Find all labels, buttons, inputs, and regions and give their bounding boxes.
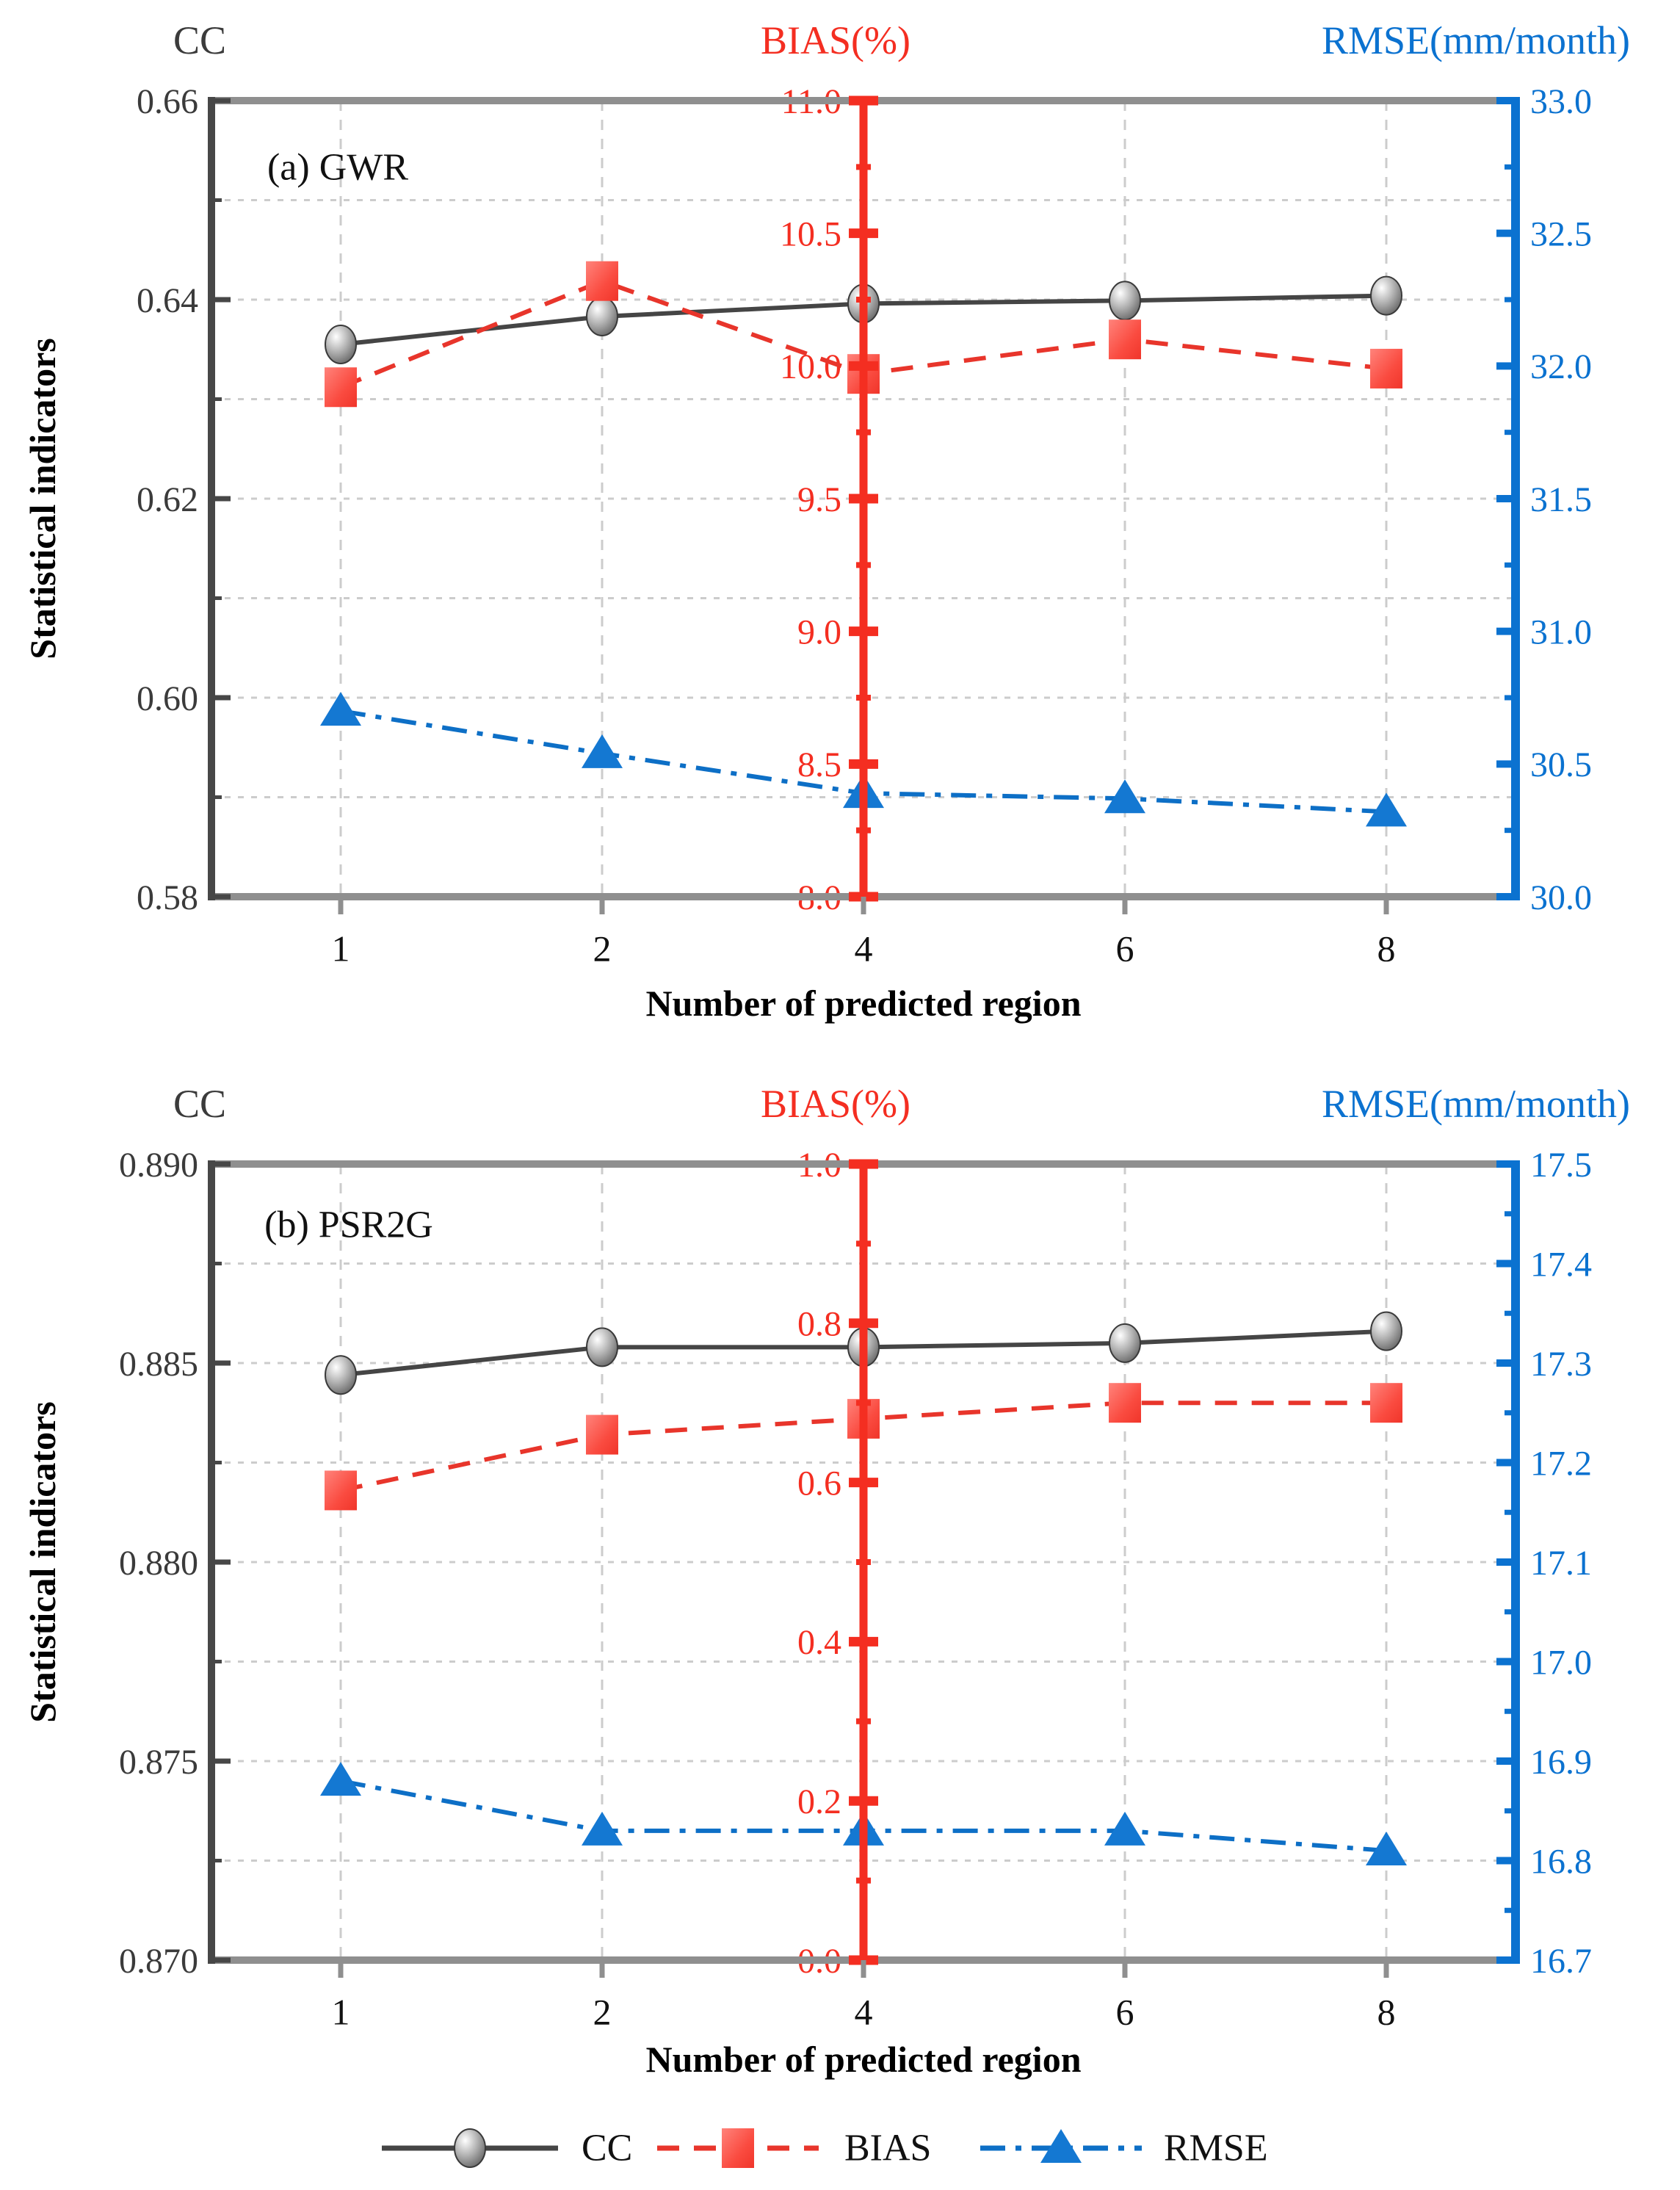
tick-label: 10.0 xyxy=(780,347,841,386)
axis-header-bias-b: BIAS(%) xyxy=(761,1082,910,1126)
tick-label: 0.66 xyxy=(137,82,198,121)
tick-label: 33.0 xyxy=(1530,82,1592,121)
x-axis-title-a: Number of predicted region xyxy=(645,983,1082,1024)
rmse-triangle-marker xyxy=(320,692,361,726)
tick-label: 0.875 xyxy=(119,1743,198,1782)
bias-square-marker xyxy=(1370,1383,1402,1423)
rmse-triangle-marker xyxy=(582,734,623,768)
bias-square-marker xyxy=(1109,319,1141,360)
tick-label: 4 xyxy=(855,1992,873,2033)
tick-label: 17.4 xyxy=(1530,1245,1592,1284)
tick-label: 0.890 xyxy=(119,1146,198,1185)
tick-label: 8.5 xyxy=(797,745,841,784)
tick-label: 0.4 xyxy=(797,1623,841,1662)
rmse-triangle-marker xyxy=(1366,792,1407,827)
bias-square-marker xyxy=(325,367,357,408)
legend xyxy=(382,2128,1142,2168)
rmse-triangle-marker xyxy=(1104,1811,1145,1846)
tick-label: 0.60 xyxy=(137,679,198,718)
bias-square-marker xyxy=(1370,348,1402,389)
x-axis-title-b: Number of predicted region xyxy=(645,2039,1082,2080)
tick-label: 17.0 xyxy=(1530,1643,1592,1682)
legend-label-bias: BIAS xyxy=(844,2127,932,2169)
bias-square-marker xyxy=(722,2128,754,2168)
tick-label: 31.5 xyxy=(1530,480,1592,519)
rmse-triangle-marker xyxy=(1104,779,1145,814)
tick-label: 6 xyxy=(1116,928,1134,969)
bias-square-marker xyxy=(586,261,618,301)
tick-label: 2 xyxy=(593,1992,612,2033)
cc-sphere-marker xyxy=(1370,1311,1402,1351)
tick-label: 9.0 xyxy=(797,612,841,651)
y-axis-title-a: Statistical indicators xyxy=(22,338,63,659)
rmse-triangle-marker xyxy=(320,1762,361,1796)
cc-sphere-marker xyxy=(1109,1323,1141,1363)
tick-label: 0.6 xyxy=(797,1464,841,1503)
cc-sphere-marker xyxy=(454,2128,486,2168)
panel-label-a: (a) GWR xyxy=(267,146,409,189)
tick-label: 32.0 xyxy=(1530,347,1592,386)
panel-a: 11.010.510.09.59.08.58.00.660.640.620.60… xyxy=(137,82,1592,969)
tick-label: 10.5 xyxy=(780,214,841,253)
cc-sphere-marker xyxy=(1109,281,1141,321)
tick-label: 17.5 xyxy=(1530,1146,1592,1185)
tick-label: 0.870 xyxy=(119,1942,198,1981)
tick-label: 2 xyxy=(593,928,612,969)
rmse-triangle-marker xyxy=(1040,2129,1082,2163)
tick-label: 0.880 xyxy=(119,1544,198,1583)
tick-label: 6 xyxy=(1116,1992,1134,2033)
axis-header-cc-a: CC xyxy=(173,18,227,62)
axis-header-rmse-a: RMSE(mm/month) xyxy=(1321,18,1631,62)
bias-square-marker xyxy=(325,1470,357,1511)
tick-label: 16.7 xyxy=(1530,1942,1592,1981)
rmse-triangle-marker xyxy=(1366,1831,1407,1865)
bias-square-marker xyxy=(586,1414,618,1455)
axis-header-cc-b: CC xyxy=(173,1082,227,1126)
axis-header-bias-a: BIAS(%) xyxy=(761,18,910,62)
tick-label: 17.2 xyxy=(1530,1444,1592,1483)
tick-label: 0.58 xyxy=(137,878,198,917)
tick-label: 17.1 xyxy=(1530,1544,1592,1583)
tick-label: 9.5 xyxy=(797,480,841,519)
panel-label-b: (b) PSR2G xyxy=(264,1204,433,1246)
bias-square-marker xyxy=(1109,1383,1141,1423)
tick-label: 8 xyxy=(1377,1992,1396,2033)
tick-label: 32.5 xyxy=(1530,214,1592,253)
y-axis-title-b: Statistical indicators xyxy=(22,1401,63,1723)
tick-label: 30.5 xyxy=(1530,745,1592,784)
tick-label: 16.9 xyxy=(1530,1743,1592,1782)
tick-label: 31.0 xyxy=(1530,612,1592,651)
rmse-triangle-marker xyxy=(582,1811,623,1846)
legend-label-cc: CC xyxy=(582,2127,633,2169)
tick-label: 0.64 xyxy=(137,281,198,320)
tick-label: 0.885 xyxy=(119,1345,198,1384)
cc-sphere-marker xyxy=(586,1327,618,1367)
tick-label: 1 xyxy=(332,1992,350,2033)
tick-label: 16.8 xyxy=(1530,1842,1592,1881)
cc-sphere-marker xyxy=(325,1355,357,1395)
axis-header-rmse-b: RMSE(mm/month) xyxy=(1321,1082,1631,1126)
tick-label: 1 xyxy=(332,928,350,969)
panel-b: 1.00.80.60.40.20.00.8900.8850.8800.8750.… xyxy=(119,1146,1592,2033)
tick-label: 4 xyxy=(855,928,873,969)
tick-label: 0.8 xyxy=(797,1305,841,1344)
cc-sphere-marker xyxy=(586,297,618,337)
tick-label: 0.2 xyxy=(797,1782,841,1821)
cc-sphere-marker xyxy=(325,324,357,364)
cc-sphere-marker xyxy=(1370,275,1402,316)
tick-label: 8 xyxy=(1377,928,1396,969)
tick-label: 17.3 xyxy=(1530,1345,1592,1384)
tick-label: 30.0 xyxy=(1530,878,1592,917)
tick-label: 0.62 xyxy=(137,480,198,519)
legend-label-rmse: RMSE xyxy=(1164,2127,1268,2169)
